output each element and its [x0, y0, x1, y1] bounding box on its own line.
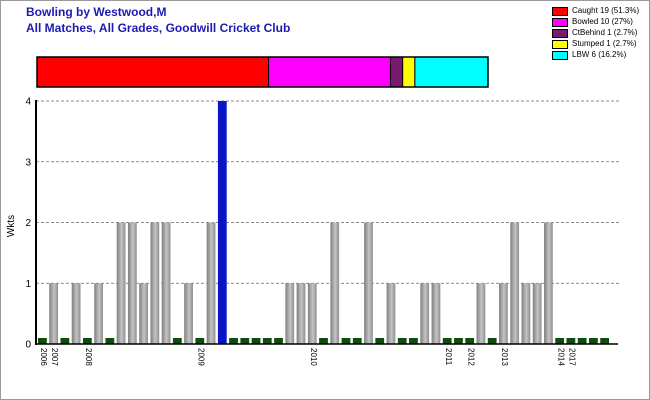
bar — [420, 283, 430, 344]
y-tick-label: 3 — [25, 157, 31, 168]
bar — [330, 222, 340, 344]
x-tick-label: 2012 — [466, 348, 475, 366]
legend-label: LBW 6 (16.2%) — [572, 50, 627, 59]
bar — [364, 222, 373, 344]
bar — [544, 222, 553, 344]
strip-border — [36, 56, 489, 88]
bar — [94, 283, 103, 344]
zero-marker — [319, 338, 328, 344]
x-tick-label: 2017 — [568, 348, 577, 366]
x-tick-label: 2009 — [196, 348, 205, 366]
legend-swatch — [552, 7, 568, 16]
strip-segment-2 — [389, 56, 404, 88]
zero-marker — [251, 338, 261, 344]
zero-marker — [105, 338, 115, 344]
zero-marker — [352, 338, 362, 344]
zero-marker — [487, 338, 497, 344]
x-tick-label: 2011 — [444, 348, 453, 366]
x-tick-label: 2010 — [309, 348, 318, 366]
zero-marker — [600, 338, 610, 344]
zero-marker — [274, 338, 283, 344]
bar — [532, 283, 542, 344]
legend-swatch — [552, 18, 568, 27]
bar — [307, 283, 317, 344]
chart-title: Bowling by Westwood,M — [26, 5, 167, 19]
bar — [510, 222, 520, 344]
legend-label: CtBehind 1 (2.7%) — [572, 28, 638, 37]
bar — [116, 222, 126, 344]
bar — [386, 283, 396, 344]
legend-label: Bowled 10 (27%) — [572, 17, 633, 26]
bar — [49, 283, 59, 344]
chart-subtitle: All Matches, All Grades, Goodwill Cricke… — [26, 21, 291, 35]
zero-marker — [397, 338, 407, 344]
bar — [206, 222, 216, 344]
bar — [431, 283, 441, 344]
zero-marker — [60, 338, 70, 344]
x-tick-label: 2014 — [556, 348, 565, 366]
zero-marker — [262, 338, 272, 344]
zero-marker — [442, 338, 452, 344]
zero-marker — [229, 338, 238, 344]
zero-marker — [555, 338, 565, 344]
zero-marker — [38, 338, 47, 344]
axes: 0 1 2 3 4 — [25, 97, 618, 351]
x-tick-label: 2008 — [84, 348, 93, 366]
x-tick-label: 2007 — [50, 348, 59, 366]
zero-marker — [240, 338, 250, 344]
bar — [521, 283, 531, 344]
dismissal-strip — [36, 56, 489, 88]
bar — [476, 283, 486, 344]
x-tick-label: 2006 — [39, 348, 48, 366]
x-tick-label: 2013 — [500, 348, 509, 366]
legend-swatch — [552, 51, 568, 60]
strip-segment-0 — [36, 56, 270, 88]
zero-marker — [577, 338, 587, 344]
strip-segment-3 — [402, 56, 416, 88]
y-tick-label: 2 — [25, 218, 31, 229]
x-tick-labels: 2006 2007 2008 2009 2010 2011 2012 2013 2014 2017 — [39, 348, 577, 366]
strip-segment-4 — [414, 56, 489, 88]
bar — [217, 101, 227, 344]
bar — [127, 222, 137, 344]
bar — [184, 283, 193, 344]
bar — [71, 283, 81, 344]
zero-marker — [375, 338, 385, 344]
y-tick-label: 1 — [25, 279, 31, 290]
y-axis-label: Wkts — [6, 215, 17, 237]
zero-marker — [465, 338, 475, 344]
legend-swatch — [552, 29, 568, 38]
legend-swatch — [552, 40, 568, 49]
bar — [296, 283, 306, 344]
legend-label: Stumped 1 (2.7%) — [572, 39, 637, 48]
y-tick-label: 4 — [25, 97, 31, 108]
bar — [285, 283, 295, 344]
bar — [499, 283, 508, 344]
zero-marker — [82, 338, 92, 344]
zero-marker — [172, 338, 182, 344]
zero-marker — [195, 338, 205, 344]
bar — [150, 222, 160, 344]
bar — [161, 222, 171, 344]
bar — [139, 283, 148, 344]
zero-marker — [409, 338, 418, 344]
zero-marker — [588, 338, 598, 344]
legend-label: Caught 19 (51.3%) — [572, 6, 640, 15]
strip-segment-1 — [268, 56, 391, 88]
zero-marker — [454, 338, 463, 344]
zero-marker — [341, 338, 351, 344]
y-tick-label: 0 — [25, 340, 31, 351]
zero-marker — [566, 338, 576, 344]
bars — [38, 101, 610, 344]
